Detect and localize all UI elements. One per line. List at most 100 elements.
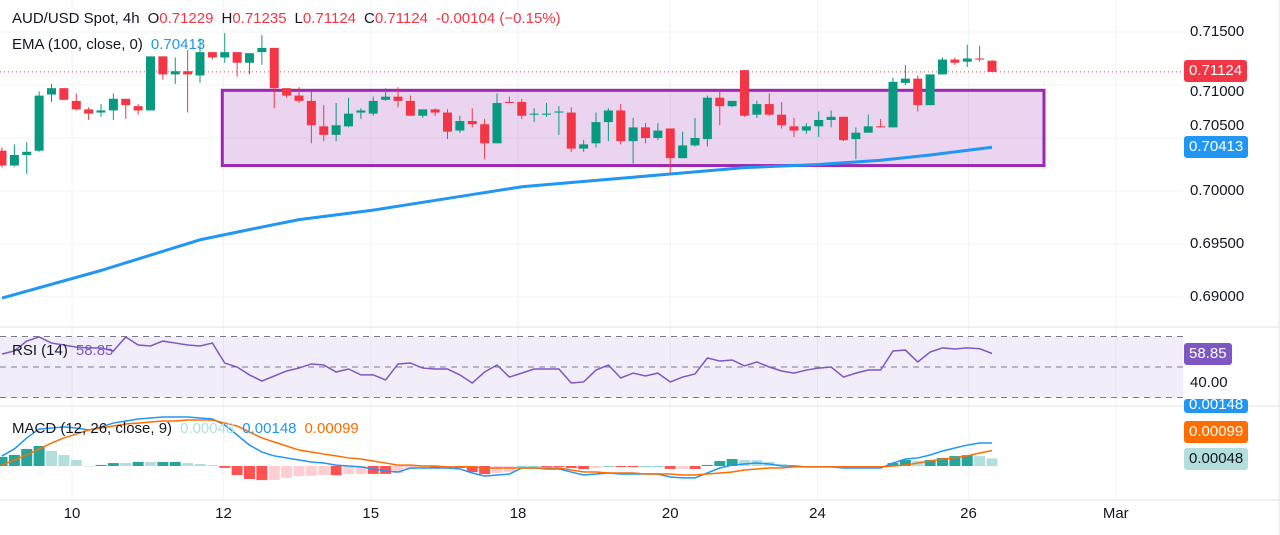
- candle: [628, 117, 638, 164]
- candle-body: [517, 101, 527, 116]
- candle-body: [900, 78, 910, 83]
- macd-histogram-bar: [157, 461, 169, 466]
- macd-histogram-bar: [58, 454, 70, 466]
- macd-histogram-bar: [578, 466, 590, 469]
- macd-hist-value: 0.00048: [180, 420, 235, 437]
- ema-legend: EMA (100, close, 0) 0.70413: [12, 36, 205, 53]
- macd-histogram-bar: [380, 466, 392, 474]
- close-value: 0.71124: [374, 10, 428, 27]
- macd-histogram-bar: [120, 463, 132, 466]
- time-axis-label: 20: [661, 505, 679, 522]
- candle: [975, 45, 985, 62]
- candle-body: [306, 100, 316, 126]
- candle-body: [529, 113, 539, 115]
- candle-body: [925, 74, 935, 106]
- candle-body: [59, 88, 69, 100]
- candle-body: [888, 81, 898, 128]
- candle-body: [542, 113, 551, 115]
- macd-line-badge: 0.00148: [1184, 399, 1249, 413]
- candle: [480, 118, 490, 160]
- candle-body: [863, 126, 873, 133]
- candle-body: [777, 114, 787, 126]
- macd-pane: [0, 416, 998, 481]
- candle-body: [566, 112, 576, 149]
- price-axis-label: 0.71500: [1190, 23, 1245, 40]
- candle-body: [71, 100, 81, 110]
- candle: [133, 104, 143, 115]
- candle-body: [232, 52, 242, 63]
- macd-histogram-bar: [726, 459, 738, 466]
- candle-body: [950, 59, 960, 63]
- macd-histogram-bar: [132, 461, 144, 466]
- candle-body: [579, 144, 589, 149]
- candle: [603, 108, 613, 142]
- low-value: 0.71124: [302, 10, 356, 27]
- candle-body: [467, 121, 477, 125]
- candle: [925, 74, 935, 106]
- macd-histogram-bar: [590, 466, 602, 469]
- price-axis-label: 0.69500: [1190, 235, 1245, 252]
- candle-body: [418, 109, 428, 116]
- symbol-title[interactable]: AUD/USD Spot, 4h: [12, 10, 140, 27]
- candle: [245, 53, 254, 75]
- candle-body: [938, 59, 947, 75]
- low-label: L: [294, 10, 303, 27]
- macd-signal-badge: 0.00099: [1184, 421, 1249, 443]
- candle-body: [269, 47, 279, 89]
- candle: [801, 123, 811, 134]
- macd-histogram-bar: [33, 446, 45, 466]
- candle: [34, 91, 44, 152]
- macd-histogram-bar: [21, 448, 33, 466]
- macd-histogram-bar: [330, 466, 342, 476]
- candle: [727, 100, 737, 108]
- rsi-band-fill: [0, 336, 1183, 398]
- candle: [962, 44, 972, 67]
- symbol-legend: AUD/USD Spot, 4h O 0.71229 H 0.71235 L 0.71…: [12, 10, 561, 27]
- candle-body: [641, 127, 650, 138]
- candle: [529, 108, 539, 123]
- macd-label[interactable]: MACD (12, 26, close, 9): [12, 420, 173, 437]
- macd-hist-badge: 0.00048: [1184, 448, 1249, 470]
- candle: [702, 95, 712, 147]
- macd-histogram-bar: [70, 459, 82, 466]
- candle-body: [814, 119, 824, 127]
- last-price-badge: 0.71124: [1184, 60, 1248, 82]
- candle: [356, 108, 366, 119]
- macd-histogram-bar: [355, 466, 367, 474]
- rsi-label[interactable]: RSI (14): [12, 342, 68, 359]
- macd-histogram-bar: [318, 466, 330, 475]
- candle: [987, 60, 997, 72]
- candle-body: [319, 126, 329, 135]
- candle: [913, 75, 923, 112]
- candle: [851, 127, 861, 160]
- macd-histogram-bar: [924, 459, 936, 466]
- candle-body: [158, 56, 168, 75]
- rsi-legend: RSI (14) 58.85: [12, 342, 113, 359]
- candle: [418, 109, 428, 118]
- macd-histogram-bar: [182, 463, 194, 466]
- candle: [306, 91, 316, 144]
- rsi-value: 58.85: [75, 342, 114, 359]
- price-axis-label: 0.71000: [1190, 83, 1245, 100]
- candle-body: [170, 71, 180, 75]
- ema-label[interactable]: EMA (100, close, 0): [12, 36, 143, 53]
- candle-body: [554, 111, 564, 113]
- candle: [47, 83, 56, 102]
- macd-histogram-bar: [503, 466, 515, 473]
- candle-body: [108, 98, 118, 111]
- candle-body: [22, 151, 32, 155]
- candle-body: [492, 103, 502, 144]
- candle: [492, 93, 502, 144]
- candle: [504, 96, 514, 104]
- macd-histogram-bar: [714, 461, 726, 466]
- time-axis-label: 15: [362, 505, 380, 522]
- macd-histogram-bar: [95, 464, 107, 466]
- candle-body: [801, 126, 811, 131]
- macd-histogram-bar: [293, 466, 305, 476]
- macd-histogram-bar: [652, 466, 664, 467]
- candle: [443, 109, 452, 140]
- candle: [405, 95, 415, 116]
- candle: [455, 115, 465, 133]
